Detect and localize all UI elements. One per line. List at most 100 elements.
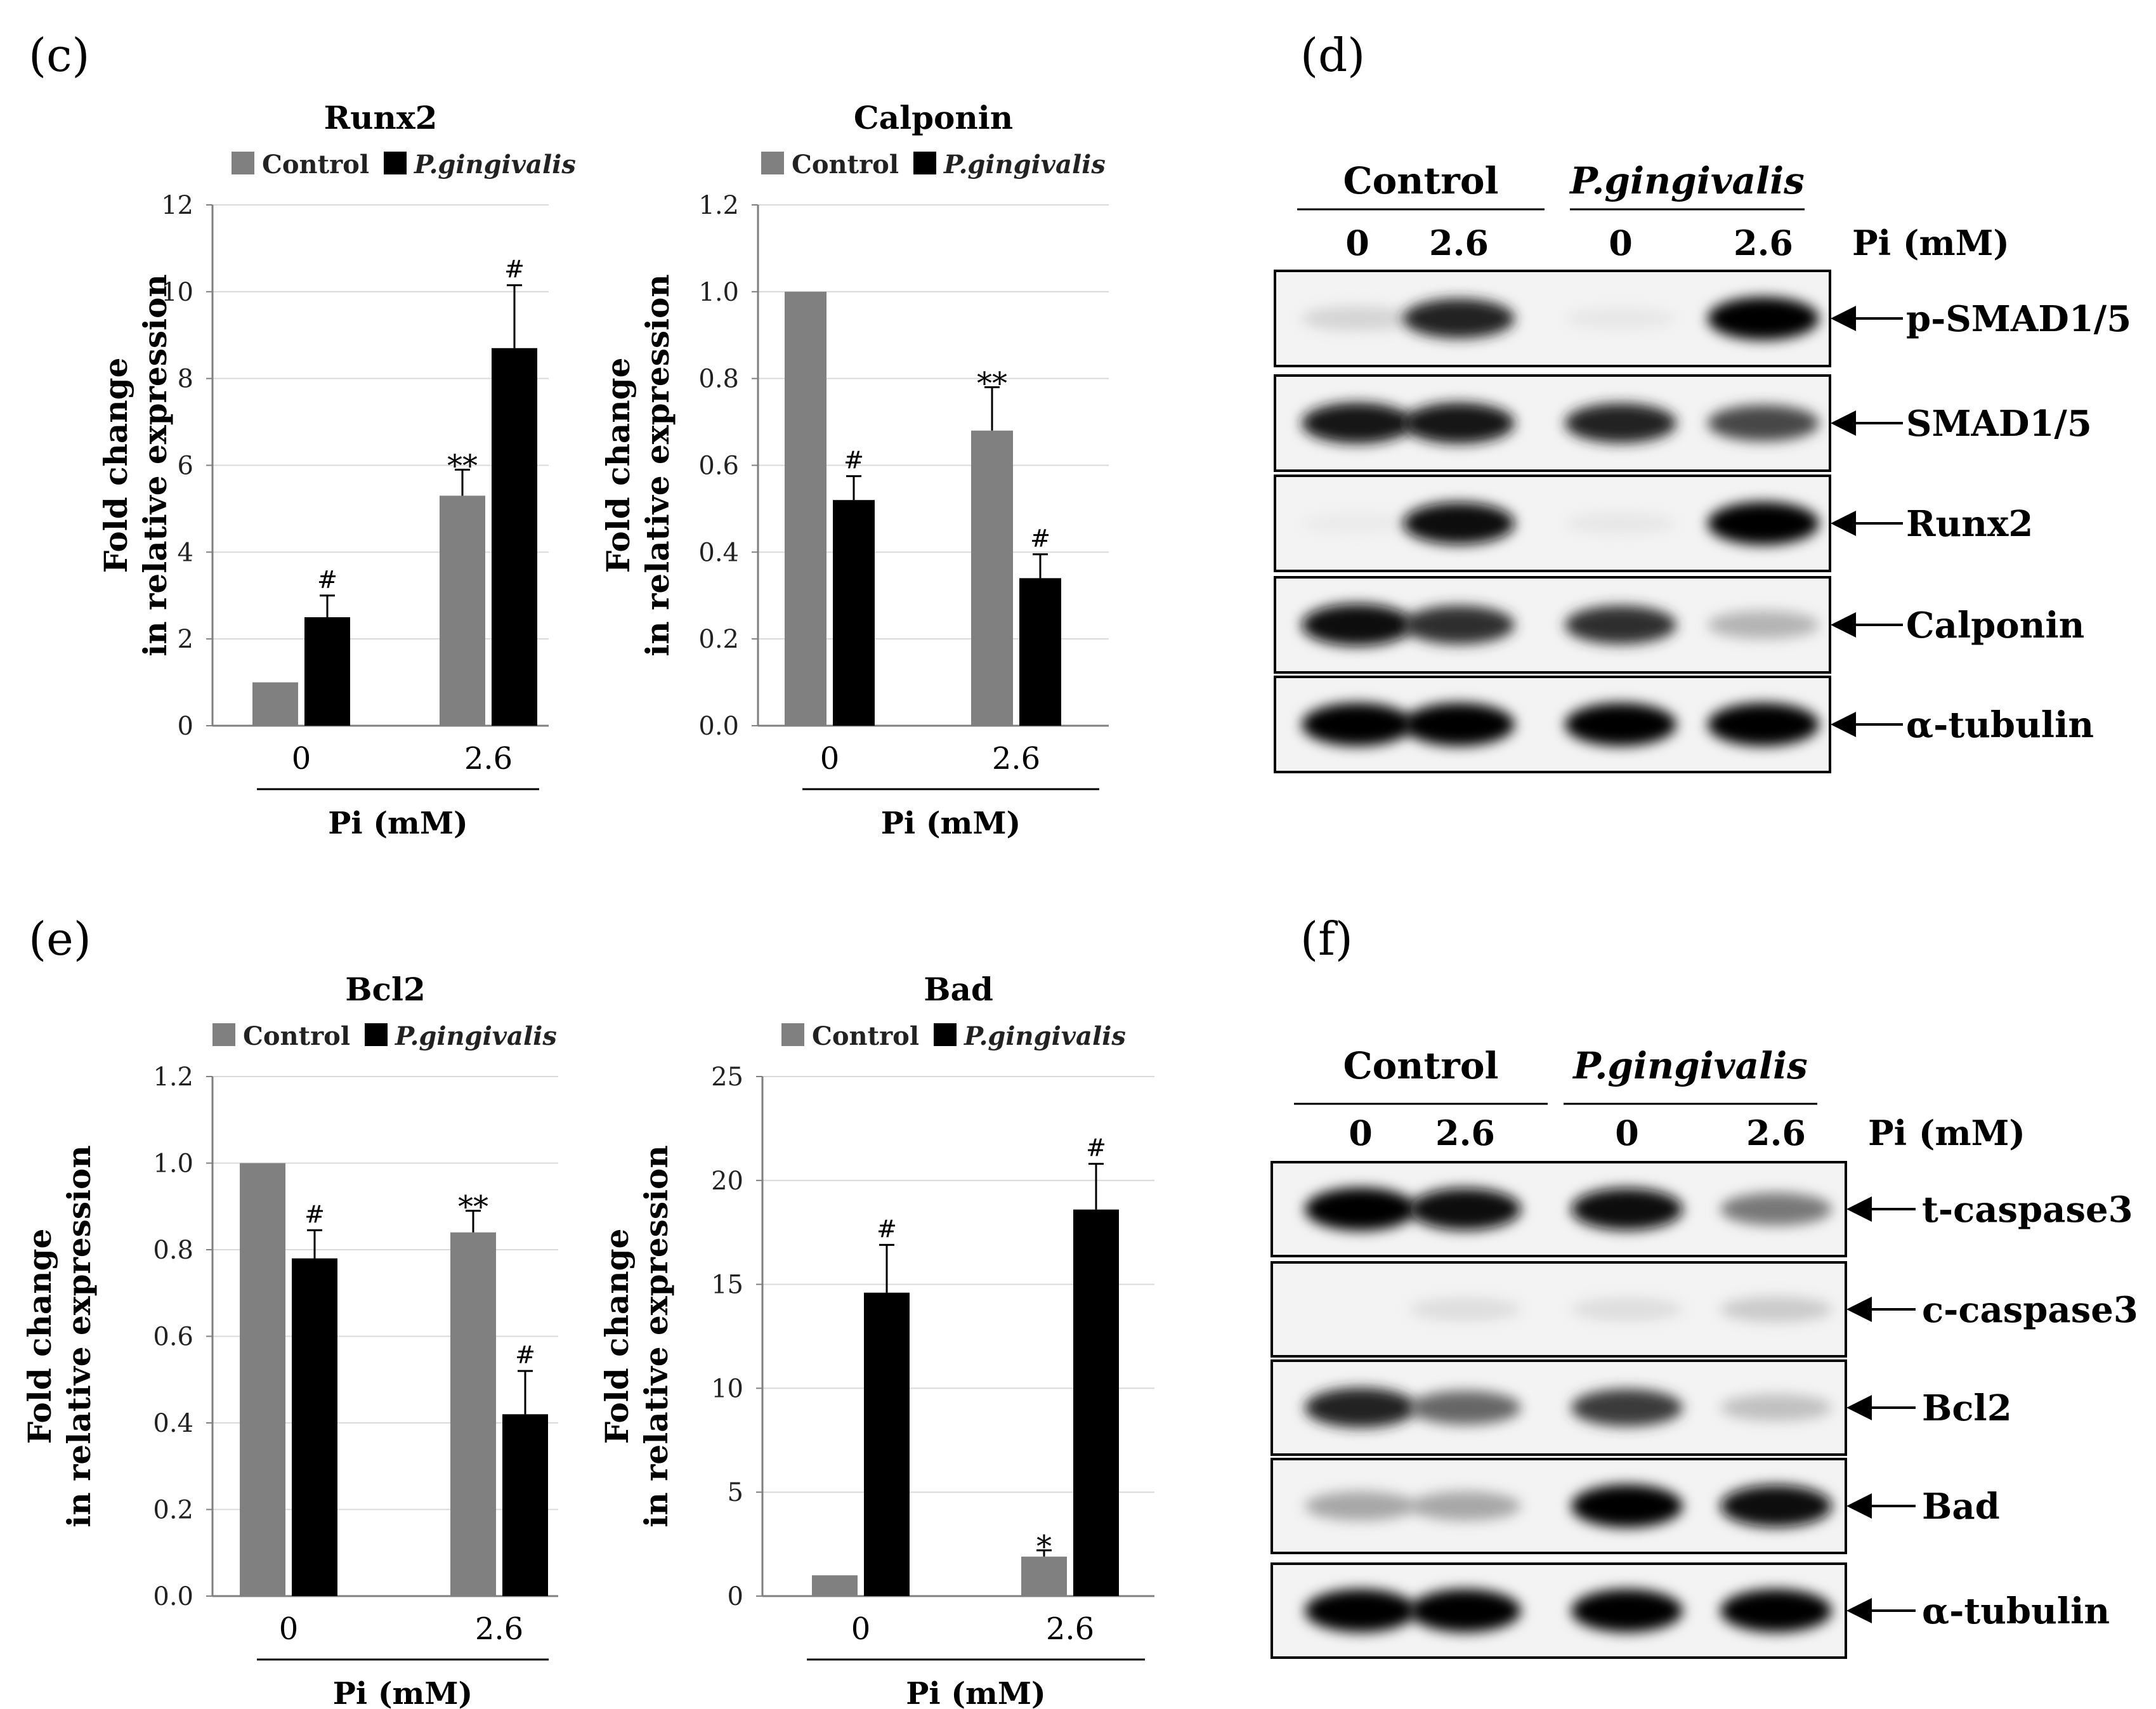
blot-dose-axis-label: Pi (mM) — [1852, 223, 2009, 263]
blot-row-label: Runx2 — [1906, 503, 2033, 545]
blot-band — [1409, 1491, 1521, 1521]
y-tick-label: 0.6 — [698, 452, 739, 481]
bar-treated-2.6 — [1073, 1209, 1119, 1596]
x-axis-title: Pi (mM) — [906, 1676, 1045, 1709]
blot-row-label: c-caspase3 — [1922, 1289, 2138, 1331]
significance-mark: # — [877, 1215, 897, 1243]
blot-band — [1403, 703, 1515, 746]
y-tick-label: 1.2 — [698, 191, 739, 220]
legend-swatch-treated — [365, 1023, 388, 1046]
y-tick-label: 0.2 — [698, 625, 739, 654]
bar-treated-0 — [292, 1258, 337, 1596]
y-axis-title-line: Fold change — [21, 1229, 58, 1444]
blot-row: c-caspase3 — [1271, 1261, 2138, 1358]
blot-band — [1409, 1589, 1521, 1632]
blot-band — [1565, 307, 1676, 330]
legend-swatch-control — [212, 1023, 235, 1046]
significance-mark: # — [515, 1341, 535, 1369]
bar-control-2.6 — [1021, 1556, 1067, 1596]
blot-band — [1565, 403, 1676, 443]
y-tick-label: 6 — [178, 452, 193, 481]
blot-band — [1720, 1589, 1832, 1632]
bar-control-2.6 — [440, 495, 485, 726]
blot-row: p-SMAD1/5 — [1274, 270, 2131, 367]
blot-row-label: α-tubulin — [1922, 1590, 2110, 1632]
x-category-label: 0 — [820, 741, 840, 776]
blot-dose-label: 2.6 — [1429, 223, 1489, 263]
blot-dose-label: 2.6 — [1746, 1113, 1806, 1153]
blot-group-label: Control — [1343, 1044, 1498, 1087]
blot-band — [1720, 1394, 1832, 1422]
blot-band — [1708, 502, 1819, 545]
significance-mark: ** — [447, 448, 478, 483]
bar-control-2.6 — [450, 1232, 496, 1596]
x-category-label: 2.6 — [464, 741, 513, 776]
blot-dose-axis-label: Pi (mM) — [1868, 1113, 2025, 1153]
legend-label-control: Control — [243, 1021, 350, 1051]
blot-dose-label: 0 — [1345, 223, 1369, 263]
x-category-label: 2.6 — [1046, 1611, 1094, 1647]
blot-band — [1708, 405, 1819, 442]
y-tick-label: 8 — [178, 365, 193, 394]
blot-row-label: Bcl2 — [1922, 1387, 2012, 1429]
blot-band — [1720, 1484, 1832, 1528]
y-axis-title-line: in relative expression — [60, 1145, 98, 1527]
bar-control-2.6 — [971, 430, 1013, 726]
blot-band — [1302, 703, 1413, 746]
blot-row: SMAD1/5 — [1274, 374, 2092, 472]
blot-row-label: Bad — [1922, 1486, 2000, 1528]
chart-title: Bcl2 — [345, 971, 426, 1008]
bar-treated-2.6 — [1019, 578, 1061, 726]
blot-band — [1403, 605, 1515, 645]
legend-label-control: Control — [792, 150, 899, 180]
significance-mark: ** — [977, 365, 1007, 401]
blot-row: Bad — [1271, 1458, 2000, 1554]
y-tick-label: 0.8 — [698, 365, 739, 394]
y-tick-label: 0.4 — [153, 1409, 193, 1438]
x-category-label: 0 — [279, 1611, 299, 1647]
y-tick-label: 1.0 — [153, 1149, 193, 1179]
blot-band — [1571, 1188, 1683, 1231]
blot-membrane — [1274, 374, 1831, 472]
panel-label-f: (f) — [1300, 912, 1353, 966]
legend-label-treated: P.gingivalis — [964, 1021, 1126, 1051]
y-axis-title-line: in relative expression — [637, 1145, 675, 1527]
bar-control-0 — [240, 1163, 285, 1596]
blot-band — [1305, 1589, 1416, 1632]
significance-mark: # — [1030, 525, 1050, 553]
legend-swatch-treated — [384, 152, 407, 174]
blot-group-label: P.gingivalis — [1569, 159, 1805, 202]
bar-control-0 — [252, 682, 298, 726]
blot-row-label: Calponin — [1906, 605, 2084, 646]
bar-chart-runx2: 0 2 4 6 8 10 12 Runx2 Control P.gingivalis #0 ** #2.… — [97, 99, 576, 841]
blot-row: t-caspase3 — [1271, 1161, 2133, 1257]
western-blot-f: Control P.gingivalis 0 2.6 0 2.6 Pi (mM) t-casp… — [1271, 1044, 2138, 1659]
western-blots: Control P.gingivalis 0 2.6 0 2.6 Pi (mM) p-SMAD… — [1271, 159, 2138, 1659]
y-tick-label: 4 — [178, 538, 193, 567]
y-tick-label: 1.0 — [698, 278, 739, 307]
blot-row: Calponin — [1274, 576, 2084, 674]
blot-dose-label: 0 — [1615, 1113, 1639, 1153]
panel-label-d: (d) — [1300, 29, 1365, 82]
significance-mark: # — [504, 256, 525, 284]
blot-band — [1302, 603, 1413, 646]
bar-treated-2.6 — [492, 348, 537, 726]
blot-row-label: SMAD1/5 — [1906, 403, 2092, 445]
blot-band — [1305, 1387, 1416, 1428]
blot-band — [1571, 1389, 1683, 1427]
y-axis-title-line: in relative expression — [136, 274, 174, 656]
blot-dose-label: 0 — [1349, 1113, 1373, 1153]
blot-row-label: α-tubulin — [1906, 704, 2094, 746]
bar-treated-0 — [304, 617, 350, 726]
blot-band — [1409, 1297, 1521, 1321]
y-tick-label: 0 — [728, 1582, 743, 1611]
x-category-label: 0 — [851, 1611, 871, 1647]
chart-title: Runx2 — [324, 99, 438, 136]
blot-band — [1403, 402, 1515, 444]
blot-band — [1305, 1491, 1416, 1521]
legend-label-treated: P.gingivalis — [414, 150, 576, 180]
significance-mark: ** — [458, 1189, 488, 1225]
x-category-label: 2.6 — [475, 1611, 523, 1647]
y-tick-label: 10 — [161, 278, 193, 307]
y-tick-label: 1.2 — [153, 1063, 193, 1092]
